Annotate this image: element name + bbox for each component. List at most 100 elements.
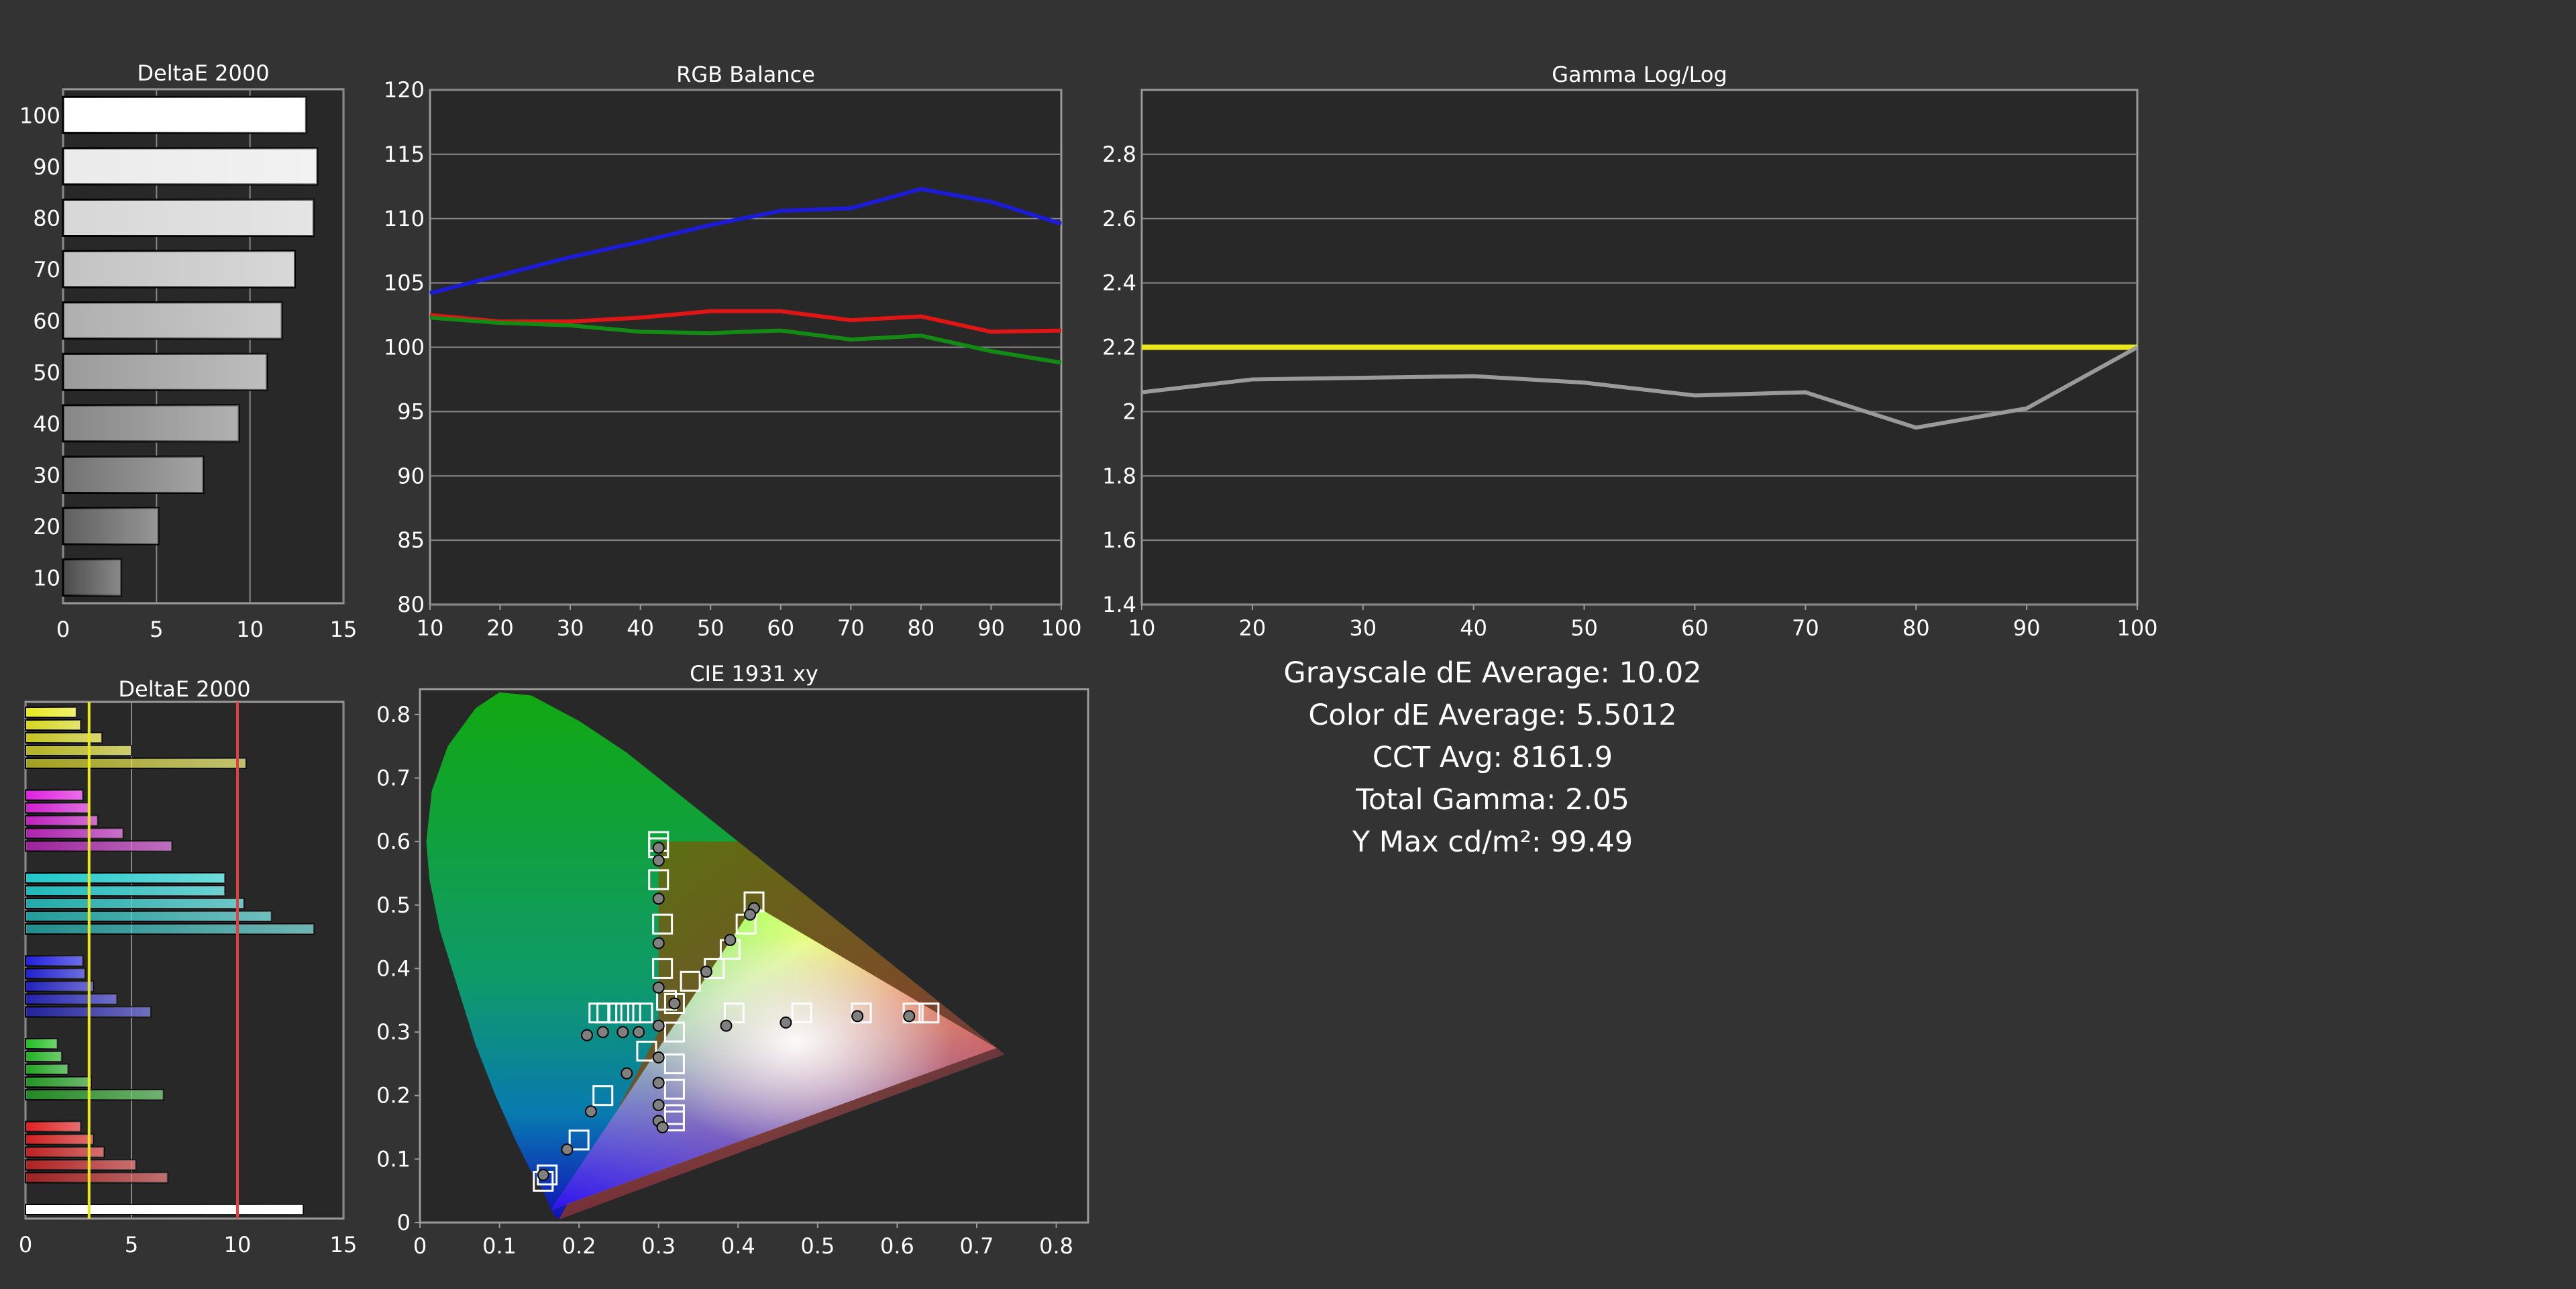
y-tick-label: 0.6 [376, 829, 411, 854]
measured-point [652, 981, 665, 994]
bar-shine [25, 886, 225, 896]
x-tick-label: 30 [557, 615, 584, 641]
bar-shine [25, 803, 89, 813]
target-square [663, 992, 685, 1014]
bar-shine [25, 1159, 136, 1170]
x-tick-label: 80 [908, 615, 935, 641]
y-tick-label: 0.4 [376, 956, 411, 981]
bar-shine [25, 828, 123, 839]
x-tick-label: 80 [1902, 615, 1930, 641]
bar-shine [25, 956, 83, 966]
bar-shine [25, 981, 94, 992]
bar-shine [25, 1121, 81, 1132]
y-tick-label: 2.8 [1102, 142, 1136, 167]
target-square [596, 1002, 618, 1024]
y-tick-label: 60 [33, 309, 60, 334]
y-tick-label: 70 [33, 257, 60, 282]
bar-shine [25, 707, 76, 717]
measured-point [561, 1143, 574, 1156]
bar-shine [25, 758, 246, 768]
bar-shine [25, 733, 102, 743]
target-square [652, 913, 674, 935]
y-tick-label: 115 [384, 142, 425, 167]
measured-point [668, 997, 681, 1010]
y-tick-label: 1.8 [1102, 463, 1136, 488]
measured-point [652, 1019, 665, 1032]
x-tick-label: 10 [1128, 615, 1156, 641]
measured-point [851, 1010, 864, 1023]
bar-shine [25, 745, 131, 756]
target-square [568, 1129, 590, 1151]
x-tick-label: 0.3 [641, 1233, 676, 1259]
y-tick-label: 80 [397, 592, 425, 617]
x-tick-label: 0.1 [482, 1233, 517, 1259]
bar-shine [25, 1039, 58, 1049]
bar-shine [63, 456, 203, 493]
y-tick-label: 2.6 [1102, 206, 1136, 231]
y-tick-label: 0 [397, 1210, 411, 1235]
bar-shine [25, 720, 81, 730]
measured-point [652, 841, 665, 854]
x-tick-label: 20 [1239, 615, 1267, 641]
x-tick-label: 0.2 [562, 1233, 596, 1259]
bar-shine [25, 911, 272, 921]
x-tick-label: 20 [486, 615, 514, 641]
series-line-blue [429, 187, 1062, 295]
target-square [663, 1053, 685, 1074]
bar-shine [25, 1051, 62, 1062]
series-line-green [429, 315, 1062, 365]
bar-shine [63, 97, 307, 134]
y-tick-label: 0.3 [376, 1019, 411, 1045]
x-tick-label: 0.4 [721, 1233, 755, 1259]
target-square [632, 1002, 653, 1024]
measured-point [537, 1169, 549, 1182]
y-tick-label: 2 [1123, 399, 1136, 424]
total-gamma: Total Gamma: 2.05 [1356, 783, 1629, 817]
y-tick-label: 20 [33, 514, 60, 539]
y-max: Y Max cd/m²: 99.49 [1352, 825, 1633, 859]
bar-shine [63, 405, 239, 442]
y-tick-label: 0.7 [376, 766, 411, 791]
bar-shine [63, 559, 121, 596]
bar-shine [25, 1090, 164, 1100]
y-tick-label: 90 [397, 463, 425, 488]
bar-shine [25, 924, 314, 934]
bar-shine [25, 841, 172, 852]
measured-point [652, 1051, 665, 1064]
x-tick-label: 10 [417, 615, 444, 641]
bar-shine [63, 199, 314, 236]
x-tick-label: 0.6 [880, 1233, 914, 1259]
bar-shine [25, 1064, 68, 1074]
target-square [680, 970, 701, 992]
x-tick-label: 90 [977, 615, 1005, 641]
display-gamut-white [551, 905, 997, 1210]
chart-title: DeltaE 2000 [137, 60, 269, 86]
y-tick-label: 30 [33, 463, 60, 488]
x-tick-label: 70 [1792, 615, 1819, 641]
x-tick-label: 10 [236, 617, 264, 642]
bar-shine [25, 1172, 168, 1183]
y-tick-label: 0.2 [376, 1083, 411, 1108]
target-square [608, 1002, 629, 1024]
x-tick-label: 50 [697, 615, 724, 641]
x-tick-label: 100 [1040, 615, 1081, 641]
y-tick-label: 2.2 [1102, 335, 1136, 360]
measured-point [633, 1026, 645, 1039]
bar-shine [25, 790, 83, 801]
bar-shine [63, 302, 282, 339]
bar-shine [63, 508, 159, 545]
bar-shine [25, 994, 117, 1004]
measured-point [652, 854, 665, 867]
chart-title: CIE 1931 xy [690, 661, 818, 686]
x-tick-label: 0.5 [800, 1233, 835, 1259]
measured-point [652, 1098, 665, 1111]
chart-title: RGB Balance [676, 62, 815, 87]
bar-shine [25, 898, 244, 909]
x-tick-label: 0 [56, 617, 70, 642]
x-tick-label: 30 [1349, 615, 1377, 641]
x-tick-label: 15 [330, 617, 358, 642]
target-square [791, 1002, 812, 1024]
measured-point [724, 933, 737, 946]
chart-title: DeltaE 2000 [118, 676, 250, 702]
